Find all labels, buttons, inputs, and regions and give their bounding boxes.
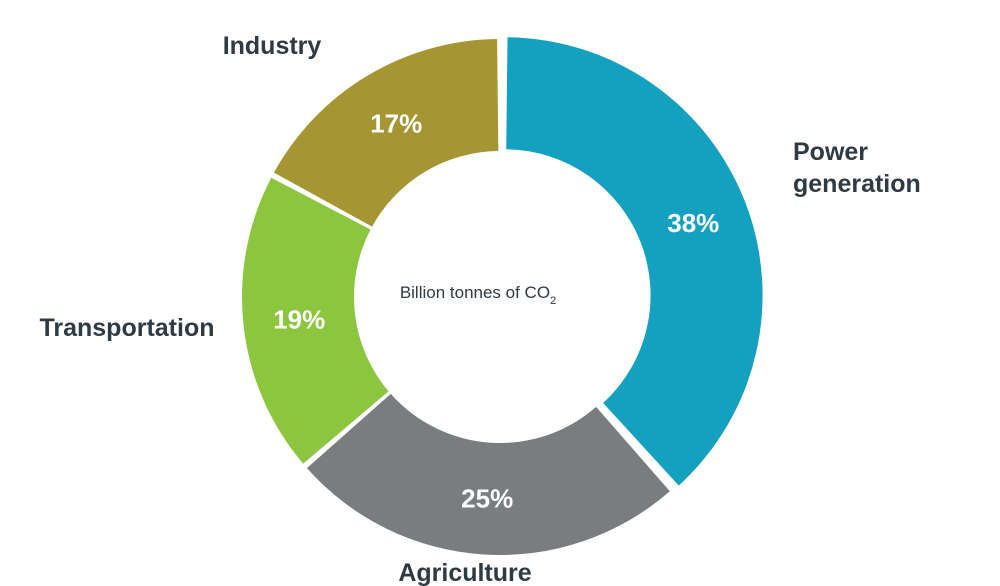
- value-label-transportation: 19%: [273, 304, 325, 334]
- category-label-industry: Industry: [223, 32, 322, 60]
- value-label-industry: 17%: [370, 109, 422, 139]
- slice-industry: [273, 39, 499, 227]
- category-labels-group: Power generation Agriculture Transportation…: [39, 32, 920, 586]
- slice-power-generation: [506, 37, 763, 486]
- value-label-power-generation: 38%: [667, 208, 719, 238]
- center-label-text: Billion tonnes of CO: [400, 283, 550, 302]
- slices-group: [241, 37, 763, 555]
- value-label-agriculture: 25%: [461, 484, 513, 514]
- slice-agriculture: [306, 393, 670, 555]
- center-label: Billion tonnes of CO2: [400, 283, 556, 307]
- category-label-agriculture: Agriculture: [398, 559, 531, 586]
- center-label-subscript: 2: [550, 295, 556, 307]
- slice-transportation: [241, 177, 389, 464]
- category-label-transportation: Transportation: [39, 314, 214, 342]
- category-label-power-generation: Power generation: [793, 138, 921, 198]
- value-labels-group: 38% 25% 19% 17%: [273, 109, 719, 514]
